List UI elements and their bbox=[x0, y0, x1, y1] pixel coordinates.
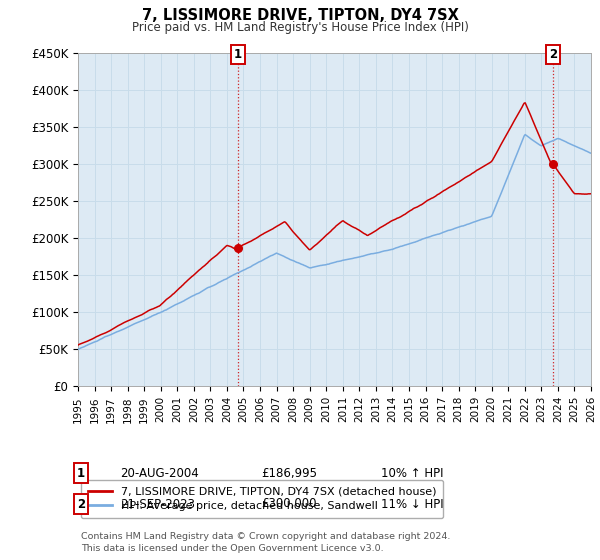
Text: 20-AUG-2004: 20-AUG-2004 bbox=[120, 466, 199, 480]
Text: 1: 1 bbox=[77, 466, 85, 480]
Text: £300,000: £300,000 bbox=[261, 497, 317, 511]
Legend: 7, LISSIMORE DRIVE, TIPTON, DY4 7SX (detached house), HPI: Average price, detach: 7, LISSIMORE DRIVE, TIPTON, DY4 7SX (det… bbox=[81, 480, 443, 518]
Text: 11% ↓ HPI: 11% ↓ HPI bbox=[381, 497, 443, 511]
Text: 21-SEP-2023: 21-SEP-2023 bbox=[120, 497, 195, 511]
Text: 2: 2 bbox=[549, 48, 557, 61]
Text: Contains HM Land Registry data © Crown copyright and database right 2024.
This d: Contains HM Land Registry data © Crown c… bbox=[81, 532, 451, 553]
Text: Price paid vs. HM Land Registry's House Price Index (HPI): Price paid vs. HM Land Registry's House … bbox=[131, 21, 469, 34]
Text: 7, LISSIMORE DRIVE, TIPTON, DY4 7SX: 7, LISSIMORE DRIVE, TIPTON, DY4 7SX bbox=[142, 8, 458, 24]
Text: 10% ↑ HPI: 10% ↑ HPI bbox=[381, 466, 443, 480]
Text: 1: 1 bbox=[233, 48, 242, 61]
Text: £186,995: £186,995 bbox=[261, 466, 317, 480]
Text: 2: 2 bbox=[77, 497, 85, 511]
